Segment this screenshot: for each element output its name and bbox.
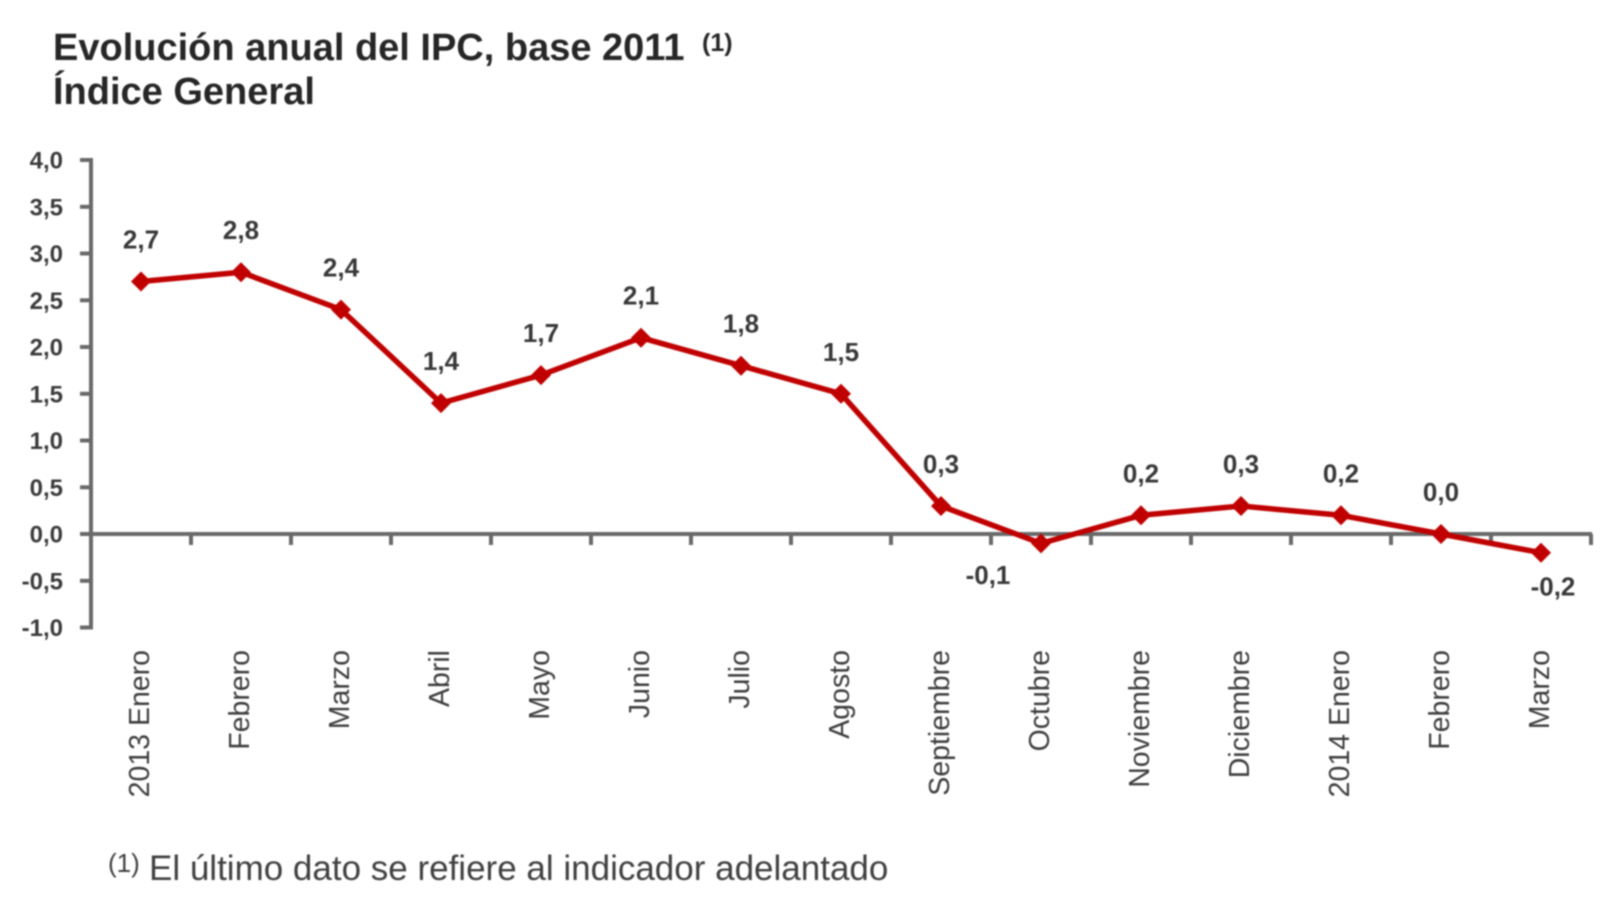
svg-text:2,4: 2,4 — [323, 253, 360, 283]
svg-text:-0,2: -0,2 — [1531, 572, 1576, 602]
svg-text:1,4: 1,4 — [423, 346, 460, 376]
svg-text:2,1: 2,1 — [623, 281, 659, 311]
svg-text:4,0: 4,0 — [30, 148, 63, 175]
svg-text:0,0: 0,0 — [30, 522, 63, 549]
svg-text:Abril: Abril — [424, 650, 456, 707]
svg-text:-0,5: -0,5 — [22, 568, 63, 595]
svg-text:0,0: 0,0 — [1423, 477, 1459, 507]
svg-text:1,5: 1,5 — [30, 381, 63, 408]
svg-text:Febrero: Febrero — [224, 650, 256, 750]
svg-text:0,3: 0,3 — [923, 449, 959, 479]
svg-text:Marzo: Marzo — [1524, 650, 1556, 729]
svg-text:(1): (1) — [108, 848, 140, 878]
svg-text:1,8: 1,8 — [723, 309, 759, 339]
svg-text:Julio: Julio — [724, 650, 756, 709]
svg-text:2,8: 2,8 — [223, 215, 259, 245]
svg-text:0,2: 0,2 — [1323, 458, 1359, 488]
svg-text:-1,0: -1,0 — [22, 615, 63, 642]
svg-text:Índice General: Índice General — [53, 69, 315, 113]
svg-text:0,2: 0,2 — [1123, 458, 1159, 488]
svg-text:2013 Enero: 2013 Enero — [124, 650, 156, 797]
svg-text:1,7: 1,7 — [523, 318, 559, 348]
svg-text:2,7: 2,7 — [123, 225, 159, 255]
svg-text:2014 Enero: 2014 Enero — [1324, 650, 1356, 797]
svg-text:1,5: 1,5 — [823, 337, 859, 367]
svg-text:Noviembre: Noviembre — [1124, 650, 1156, 788]
svg-text:Diciembre: Diciembre — [1224, 650, 1256, 778]
svg-text:-0,1: -0,1 — [966, 560, 1011, 590]
svg-text:2,5: 2,5 — [30, 288, 63, 315]
svg-text:El último dato se refiere al i: El último dato se refiere al indicador a… — [149, 849, 888, 888]
svg-text:Marzo: Marzo — [324, 650, 356, 729]
svg-text:Febrero: Febrero — [1424, 650, 1456, 750]
svg-text:Septiembre: Septiembre — [924, 650, 956, 796]
svg-text:2,0: 2,0 — [30, 335, 63, 362]
svg-text:Evolución anual del IPC, base: Evolución anual del IPC, base 2011 — [53, 27, 684, 69]
svg-text:3,5: 3,5 — [30, 194, 63, 221]
svg-text:(1): (1) — [702, 29, 733, 57]
svg-text:Junio: Junio — [624, 650, 656, 718]
svg-text:1,0: 1,0 — [30, 428, 63, 455]
svg-text:Mayo: Mayo — [524, 650, 556, 720]
svg-text:Octubre: Octubre — [1024, 650, 1056, 751]
svg-text:Agosto: Agosto — [824, 650, 856, 739]
svg-text:0,5: 0,5 — [30, 475, 63, 502]
svg-text:3,0: 3,0 — [30, 241, 63, 268]
svg-text:0,3: 0,3 — [1223, 449, 1259, 479]
